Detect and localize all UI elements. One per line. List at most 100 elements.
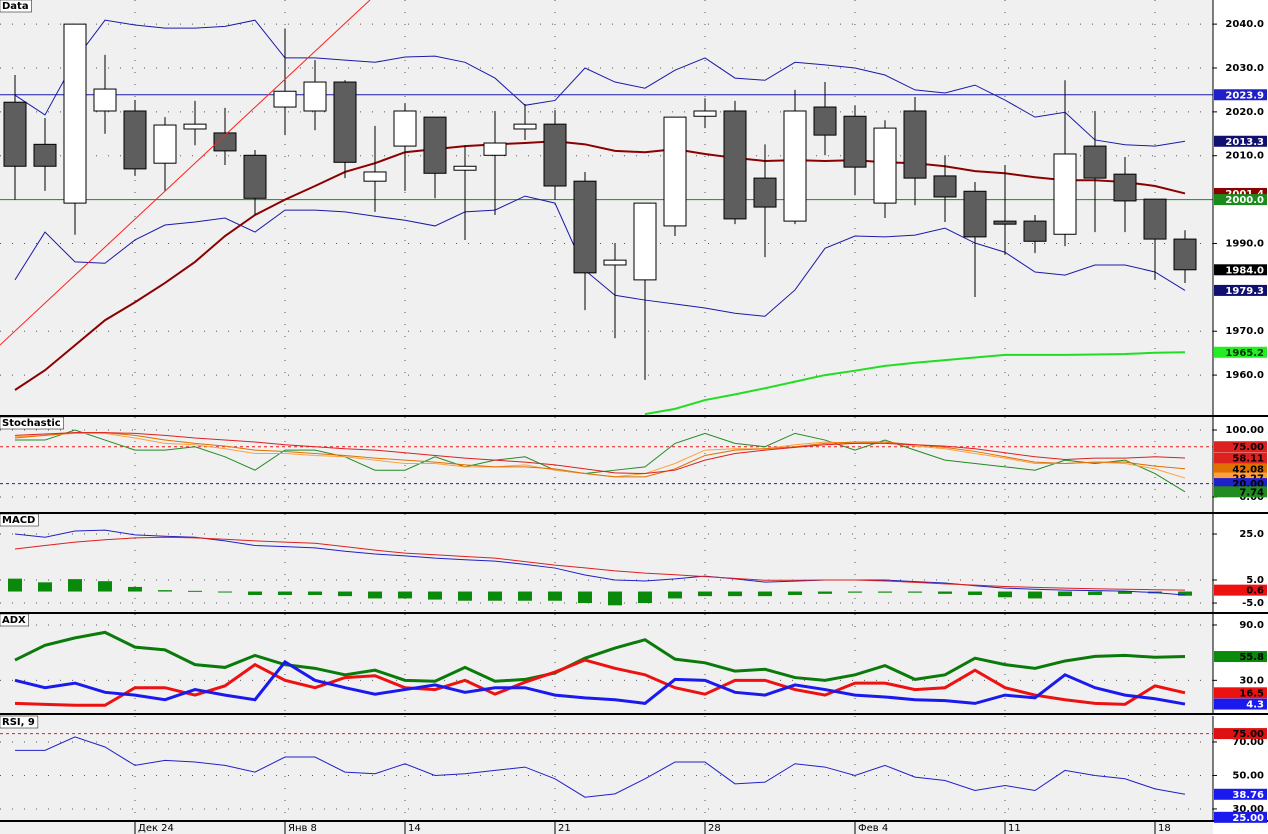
- y-tick-label: 100.00: [1225, 425, 1264, 436]
- histogram-bar: [518, 591, 532, 601]
- candle-body: [633, 202, 657, 281]
- value-tag: [1214, 584, 1267, 596]
- indicator-line: [15, 736, 1186, 798]
- value-tag: [1214, 264, 1267, 276]
- histogram-bar: [698, 591, 712, 597]
- panel: 25.0 5.0 -5.0 MACD: [0, 513, 1268, 614]
- panel: 90.0 30.0 ADX: [0, 613, 1268, 715]
- value-tag: [1214, 788, 1267, 800]
- histogram-bar: [458, 591, 472, 601]
- value-tag-label: 0.6: [1246, 586, 1264, 597]
- value-tag-label: 2023.9: [1225, 90, 1264, 101]
- x-tick-label: 21: [558, 823, 571, 834]
- value-tag-label: 75.00: [1232, 729, 1264, 740]
- candle-body: [573, 180, 597, 274]
- histogram-bar: [308, 591, 322, 595]
- histogram-bar: [578, 591, 592, 604]
- histogram-bar: [158, 590, 172, 592]
- candle-body: [663, 116, 687, 227]
- value-tag-label: 2013.3: [1225, 137, 1264, 148]
- candle-body: [813, 106, 837, 136]
- candle-body: [993, 220, 1017, 225]
- value-tag-label: 25.00: [1232, 813, 1264, 824]
- value-tag: [1214, 472, 1267, 484]
- y-tick-label: 5.0: [1246, 575, 1264, 586]
- indicator-line: [14, 630, 1186, 683]
- candle-body: [363, 171, 387, 182]
- value-tag: [1214, 89, 1267, 101]
- histogram-bar: [848, 591, 862, 593]
- histogram-bar: [998, 591, 1012, 598]
- candle-body: [873, 127, 897, 204]
- value-tag-label: 1979.3: [1225, 286, 1264, 297]
- panel-title-bg: [0, 715, 39, 729]
- value-tag: [1214, 463, 1267, 475]
- value-tag-label: 7.74: [1239, 487, 1264, 498]
- indicator-line: [14, 19, 1186, 147]
- candle-body: [483, 142, 507, 156]
- panel: 2040.0 2030.0 2020.0 2010.0 1990.0 1970.0 1960…: [0, 0, 1268, 417]
- y-tick-label: 2040.0: [1225, 19, 1264, 30]
- candle-body: [513, 123, 537, 130]
- candle-body: [1113, 173, 1137, 202]
- value-tag: [1214, 284, 1267, 296]
- panel-title: Data: [2, 1, 29, 12]
- candle-body: [183, 123, 207, 130]
- indicator-line: [15, 429, 1186, 493]
- histogram-bar: [128, 586, 142, 592]
- panel-title: MACD: [2, 515, 35, 526]
- candle-body: [843, 115, 867, 168]
- value-tag: [1214, 441, 1267, 453]
- candle-body: [723, 110, 747, 220]
- candle-body: [1053, 153, 1077, 235]
- histogram-bar: [8, 578, 22, 592]
- histogram-bar: [1058, 591, 1072, 597]
- histogram-bar: [98, 581, 112, 592]
- y-tick-label: -5.0: [1242, 598, 1264, 609]
- histogram-bar: [788, 591, 802, 595]
- candle-body: [933, 175, 957, 198]
- histogram-bar: [728, 591, 742, 597]
- x-tick-label: 14: [408, 823, 421, 834]
- histogram-bar: [548, 591, 562, 601]
- candle-body: [903, 110, 927, 179]
- value-tag: [1214, 728, 1267, 740]
- panel-title: RSI, 9: [2, 717, 35, 728]
- y-tick-label: 50.00: [1232, 770, 1264, 781]
- candle-body: [1083, 145, 1107, 179]
- value-tag: [1214, 687, 1267, 699]
- candle-body: [393, 110, 417, 147]
- candle-body: [243, 154, 267, 199]
- y-tick-label: 2020.0: [1225, 107, 1264, 118]
- value-tag: [1214, 698, 1267, 710]
- candle-body: [93, 88, 117, 112]
- y-tick-label: 25.0: [1239, 529, 1264, 540]
- indicator-line: [14, 659, 1186, 706]
- indicator-line: [14, 432, 1186, 475]
- y-tick-label: 2030.0: [1225, 63, 1264, 74]
- candle-body: [303, 81, 327, 112]
- value-tag-label: 16.5: [1239, 688, 1264, 699]
- candle-body: [33, 143, 57, 167]
- histogram-bar: [1118, 591, 1132, 594]
- value-tag-label: 1984.0: [1225, 265, 1264, 276]
- histogram-bar: [1028, 591, 1042, 599]
- value-tag: [1214, 478, 1267, 490]
- value-tag: [1214, 194, 1267, 206]
- histogram-bar: [938, 591, 952, 594]
- panel-title-bg: [0, 416, 64, 430]
- candle-body: [603, 259, 627, 266]
- candle-body: [693, 110, 717, 117]
- indicator-line: [14, 195, 1186, 317]
- value-tag-label: 4.3: [1246, 700, 1264, 711]
- candle-body: [1023, 220, 1047, 242]
- indicator-line: [644, 351, 1186, 416]
- histogram-bar: [428, 591, 442, 600]
- panel: 100.00 0.00 Stochastic: [0, 416, 1268, 514]
- candle-body: [1173, 238, 1197, 271]
- panel-title-bg: [0, 613, 29, 627]
- x-tick-label: Фев 4: [858, 823, 888, 834]
- panel-title-bg: [0, 513, 39, 527]
- value-tag: [1214, 135, 1267, 147]
